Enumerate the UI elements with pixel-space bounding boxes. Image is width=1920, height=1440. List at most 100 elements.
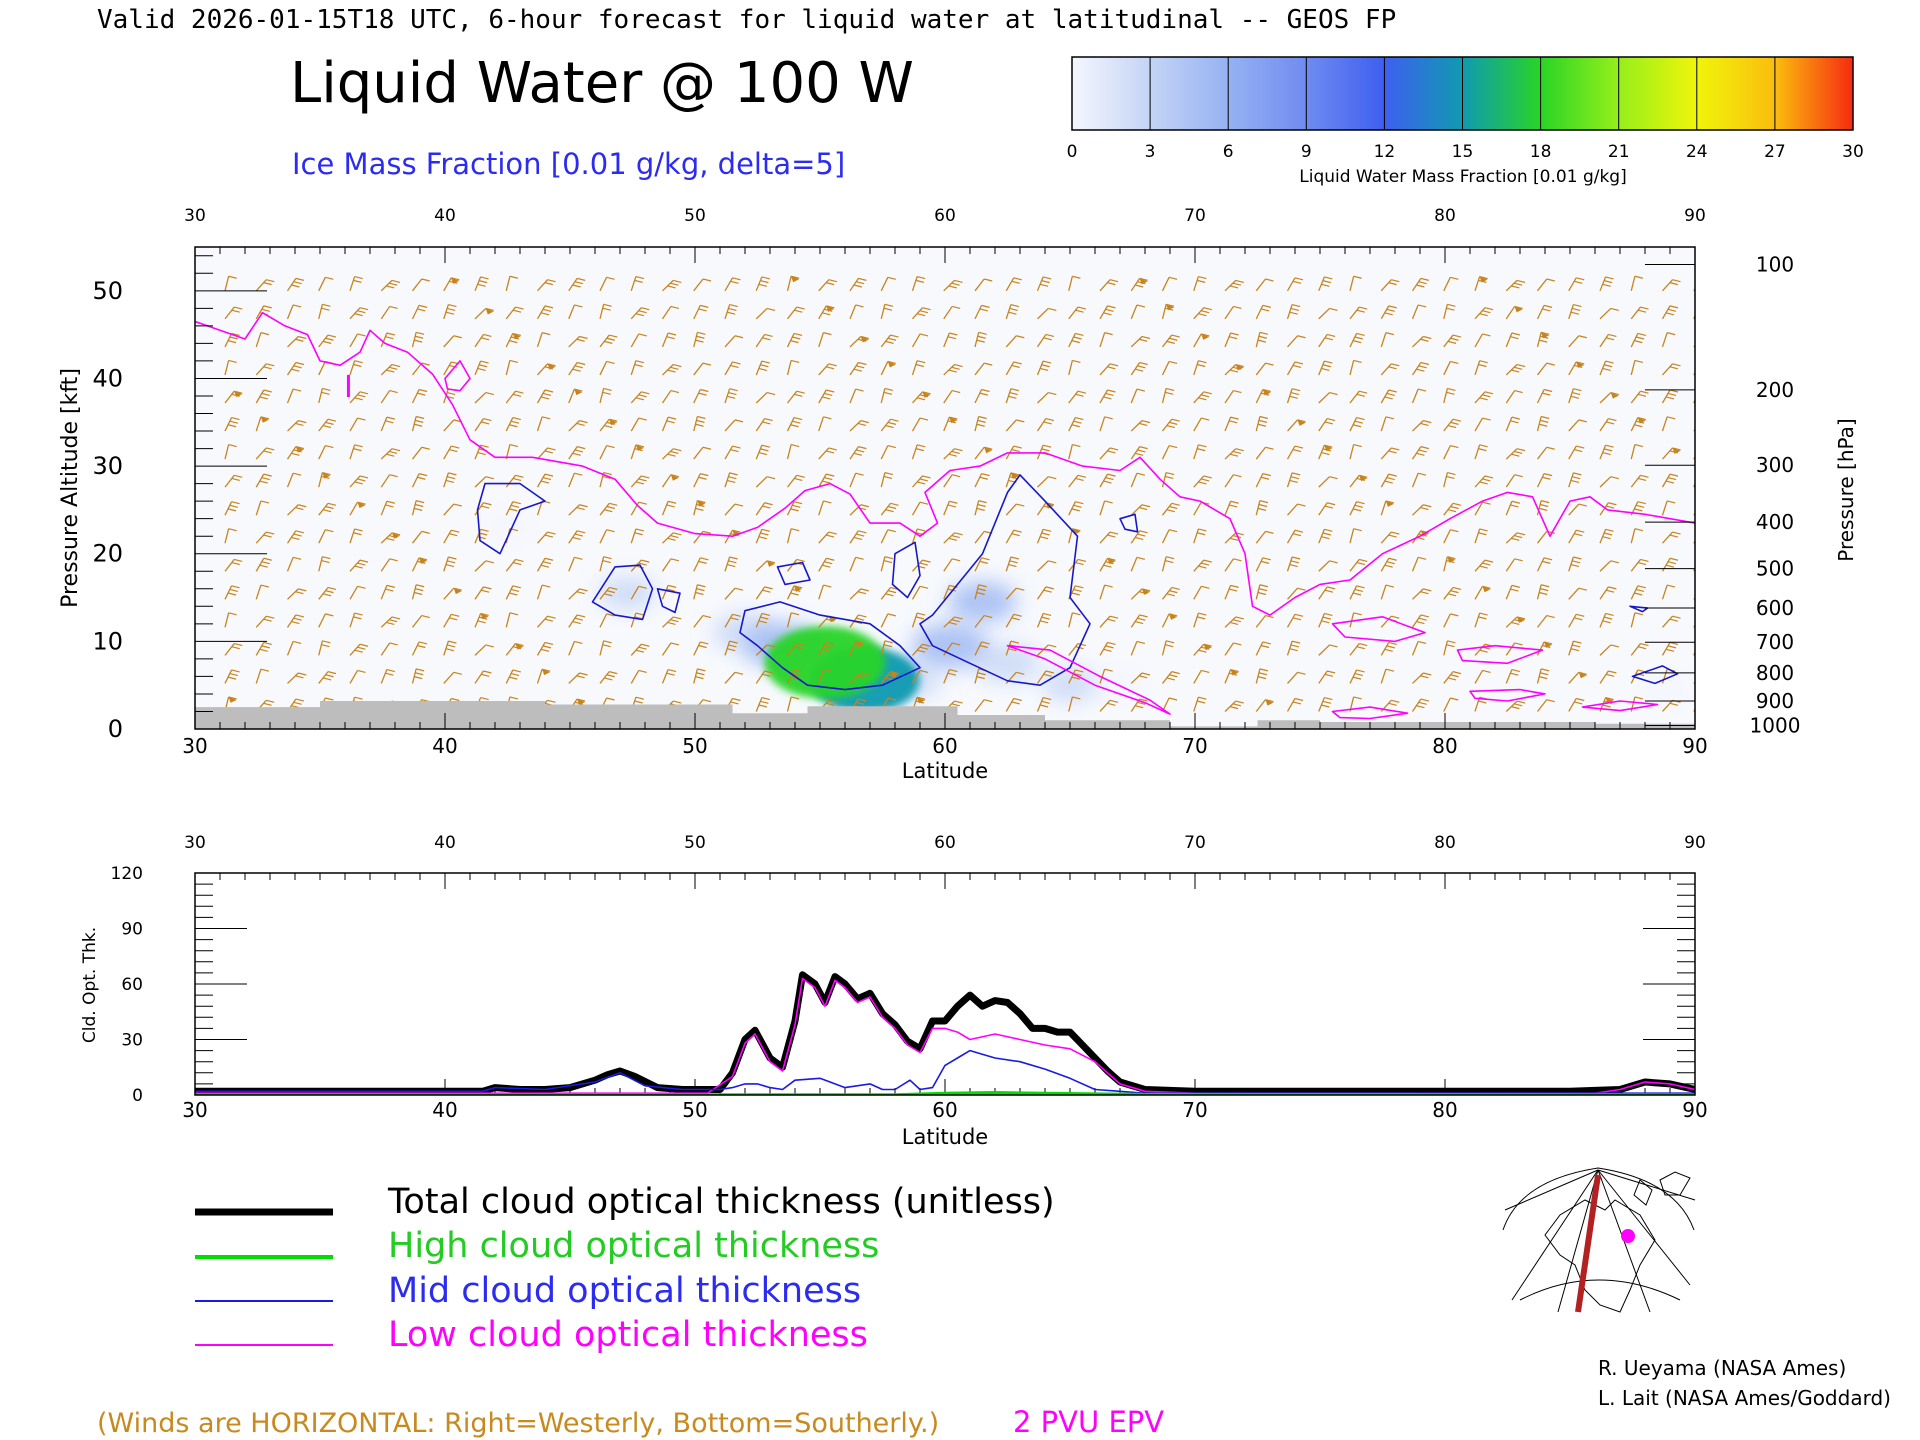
wind-barb xyxy=(1474,333,1491,348)
wind-barb xyxy=(505,306,524,320)
wind-barb xyxy=(443,503,462,516)
wind-barb xyxy=(349,643,369,656)
colorbar-segment xyxy=(1540,57,1619,130)
wind-barb xyxy=(1443,445,1459,460)
wind-barb xyxy=(1599,444,1614,460)
wind-barb xyxy=(1068,275,1081,291)
wind-barb xyxy=(1505,279,1526,292)
wind-barb xyxy=(1193,643,1212,656)
wind-barb xyxy=(943,500,958,516)
wind-barb xyxy=(1349,332,1365,348)
wind-barb xyxy=(1505,616,1526,628)
wind-barb xyxy=(974,557,990,572)
wind-barb xyxy=(1693,566,1695,572)
wind-barb xyxy=(1161,471,1175,488)
wind-barb xyxy=(1411,556,1427,572)
wind-barb xyxy=(943,416,958,432)
wind-barb xyxy=(349,444,363,460)
wind-barb xyxy=(224,501,240,516)
wind-barb xyxy=(630,669,647,684)
wind-barb xyxy=(568,556,583,572)
wind-barb xyxy=(1380,557,1397,572)
wind-barb xyxy=(1505,558,1523,572)
wind-barb xyxy=(1287,503,1306,516)
wind-barb xyxy=(255,615,275,628)
wind-barb xyxy=(1411,698,1430,712)
wind-barb xyxy=(818,305,835,320)
colorbar-segment xyxy=(1618,57,1697,130)
wind-barb xyxy=(661,558,680,572)
wind-barb xyxy=(630,643,650,656)
wind-barb xyxy=(505,275,519,291)
wind-barb xyxy=(849,335,869,348)
wind-barb xyxy=(880,360,896,376)
wind-barb xyxy=(1536,446,1555,460)
wind-barb xyxy=(755,612,771,628)
wind-barb xyxy=(974,614,993,628)
wind-barb xyxy=(1005,304,1020,320)
wind-barb xyxy=(1505,642,1523,656)
wind-barb xyxy=(568,614,586,628)
wind-barb xyxy=(255,584,270,600)
wind-barb xyxy=(1536,668,1550,684)
wind-barb xyxy=(1224,616,1244,628)
bottom-x-tick-label: 60 xyxy=(932,1098,957,1122)
wind-barb xyxy=(818,416,832,432)
colorbar-label: Liquid Water Mass Fraction [0.01 g/kg] xyxy=(1299,167,1626,187)
wind-barb xyxy=(724,277,741,292)
wind-barb xyxy=(1568,587,1587,600)
wind-barb xyxy=(1036,360,1052,376)
wind-barb xyxy=(1630,275,1644,291)
wind-barb xyxy=(755,586,773,600)
wind-barb xyxy=(1130,588,1151,600)
series-line-mid xyxy=(195,1049,1695,1094)
credit-line-1: R. Ueyama (NASA Ames) xyxy=(1598,1356,1846,1380)
wind-barb xyxy=(755,276,771,292)
wind-barb xyxy=(1411,472,1427,488)
top-y-tick-label: 30 xyxy=(92,452,123,480)
epv-contour xyxy=(1331,706,1409,720)
top-x-tick-label: 50 xyxy=(682,734,707,758)
wind-barb xyxy=(1193,669,1210,684)
wind-barb xyxy=(880,418,899,432)
wind-barb xyxy=(349,612,363,628)
wind-barb xyxy=(849,556,864,572)
wind-barb xyxy=(1161,276,1178,292)
wind-barb xyxy=(1380,305,1397,320)
wind-barb xyxy=(1380,363,1400,376)
wind-barb xyxy=(1193,333,1210,348)
wind-barb xyxy=(474,670,492,684)
wind-barb xyxy=(1568,503,1587,516)
wind-barb xyxy=(1161,445,1178,460)
wind-barb xyxy=(536,305,554,320)
ice-contour xyxy=(1629,605,1649,613)
ice-contour xyxy=(891,541,921,599)
wind-barb xyxy=(661,500,677,516)
wind-barb xyxy=(724,613,741,628)
wind-barb xyxy=(1599,276,1614,292)
wind-barb xyxy=(1286,697,1304,712)
wind-barb xyxy=(1349,416,1365,432)
wind-barb xyxy=(318,276,334,292)
wind-barb xyxy=(380,616,401,628)
wind-barb xyxy=(1130,304,1146,320)
wind-barb xyxy=(755,333,773,348)
wind-barb xyxy=(599,671,618,684)
wind-barb xyxy=(818,641,835,656)
wind-barb xyxy=(224,642,243,656)
wind-barb xyxy=(911,669,929,684)
wind-barb xyxy=(1068,612,1081,628)
wind-barb xyxy=(1443,671,1462,684)
wind-barb xyxy=(1318,391,1338,404)
wind-barb xyxy=(1099,584,1113,600)
wind-barb xyxy=(380,363,401,376)
wind-barb xyxy=(1193,612,1207,628)
wind-barb xyxy=(1318,360,1333,376)
wind-barb xyxy=(818,531,837,544)
wind-barb xyxy=(1568,361,1585,376)
wind-barb xyxy=(1474,585,1491,600)
wind-barb xyxy=(943,279,963,292)
wind-barb xyxy=(1161,586,1180,600)
wind-barb xyxy=(443,671,462,684)
bottom-xlabel: Latitude xyxy=(902,1125,988,1149)
